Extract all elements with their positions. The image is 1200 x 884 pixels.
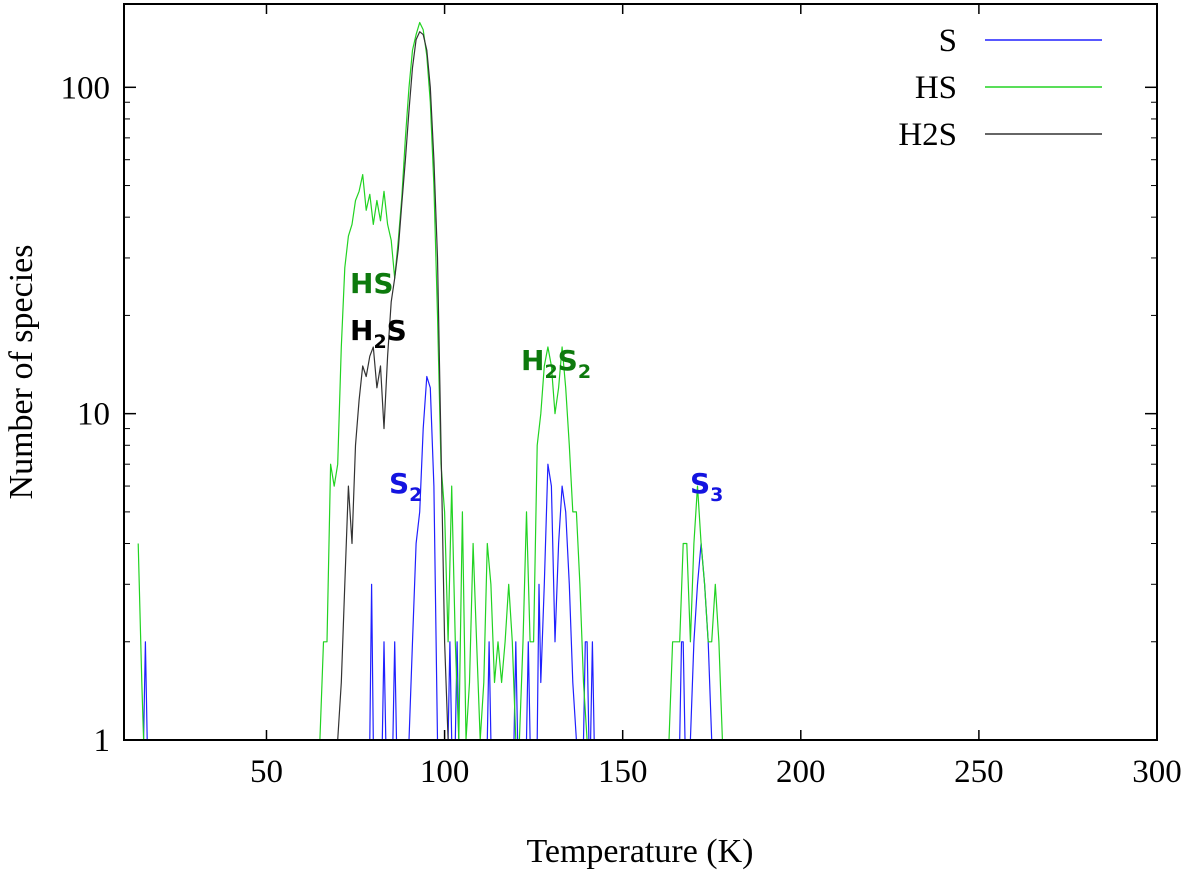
series-layer	[137, 21, 723, 741]
series-line-h2s	[337, 31, 449, 741]
plot-frame	[123, 3, 1158, 741]
legend: S HS H2S	[898, 23, 1102, 153]
legend-label-h2s: H2S	[898, 117, 957, 153]
x-tick-label: 250	[954, 754, 1004, 790]
ticks-layer: 50 100 150 200 250 300 1 10 100	[61, 4, 1182, 790]
annotation-s2: S2	[389, 467, 422, 506]
x-tick-label: 200	[776, 754, 826, 790]
y-tick-label: 1	[94, 723, 111, 759]
legend-label-hs: HS	[915, 70, 957, 106]
y-axis-title: Number of species	[3, 245, 40, 500]
x-tick-label: 150	[598, 754, 648, 790]
series-line-hs	[137, 21, 723, 741]
annotation-h2s2: H2S2	[521, 344, 591, 383]
x-tick-label: 100	[420, 754, 470, 790]
y-tick-label: 100	[61, 70, 111, 106]
x-axis-title: Temperature (K)	[527, 833, 754, 870]
y-tick-label: 10	[77, 397, 110, 433]
annotation-hs: HS	[350, 267, 394, 300]
series-line-s	[143, 375, 713, 741]
annotation-s3: S3	[690, 467, 723, 506]
x-tick-label: 50	[250, 754, 283, 790]
x-tick-label: 300	[1132, 754, 1182, 790]
legend-label-s: S	[939, 23, 957, 59]
annotation-h2s: H2S	[350, 314, 407, 353]
